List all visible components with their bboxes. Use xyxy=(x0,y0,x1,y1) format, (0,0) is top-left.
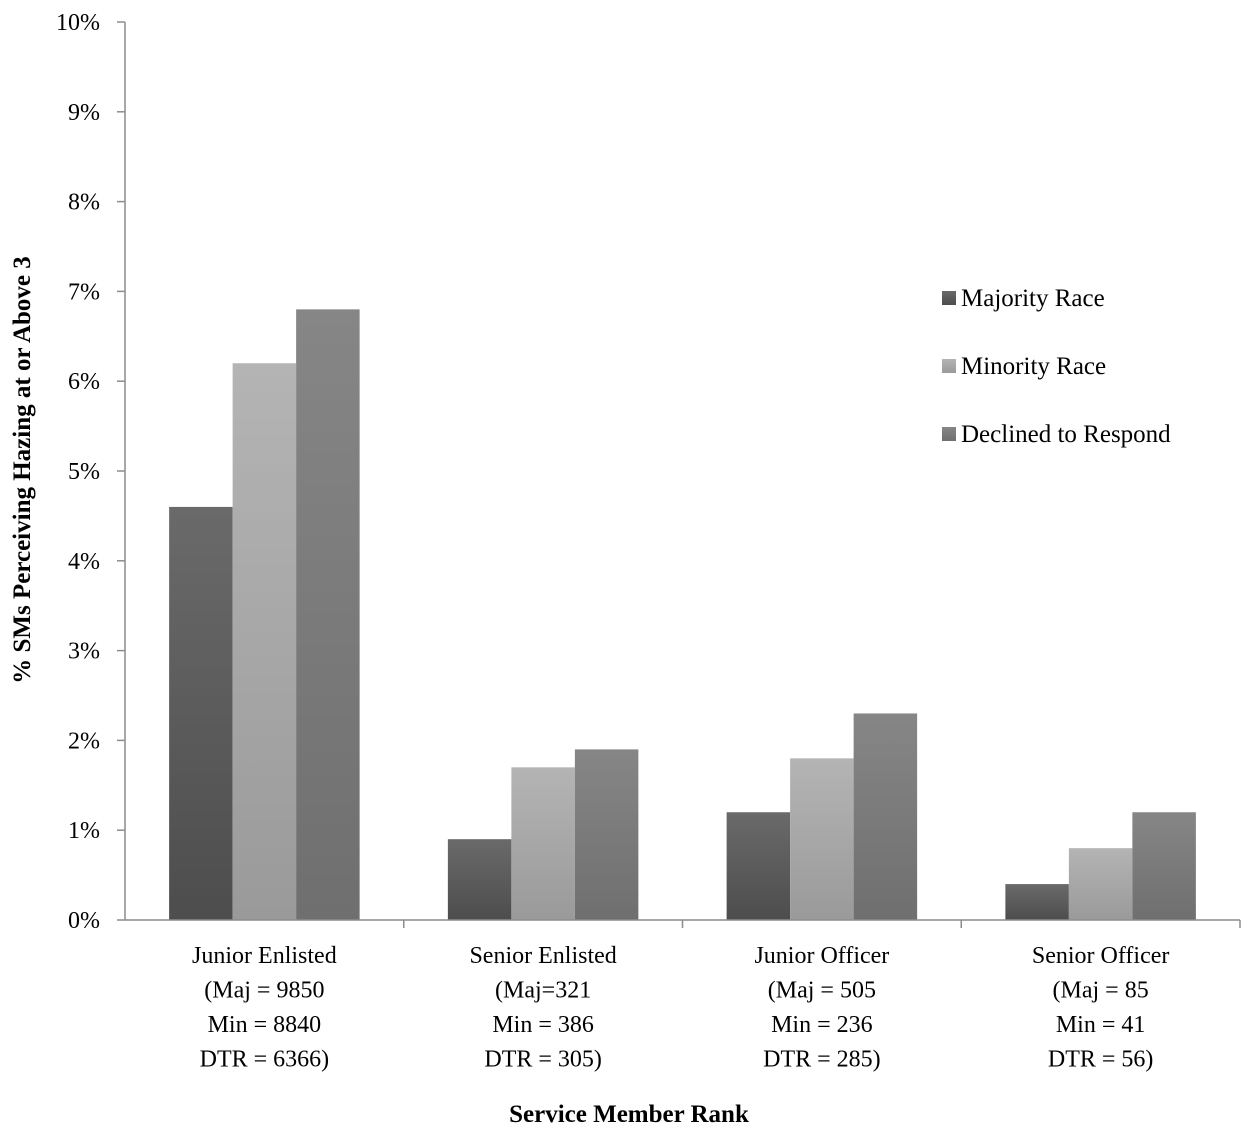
y-tick-label: 8% xyxy=(68,190,100,216)
bar xyxy=(1068,848,1133,920)
legend: Majority Race Minority Race Declined to Re… xyxy=(942,285,1171,448)
legend-label: Majority Race xyxy=(961,285,1105,312)
x-tick-label: (Maj = 9850 xyxy=(204,978,324,1004)
legend-swatch xyxy=(942,291,956,305)
y-tick-label: 3% xyxy=(68,639,100,665)
y-tick-label: 2% xyxy=(68,728,100,754)
x-tick-label: Senior Officer xyxy=(1032,943,1170,969)
y-tick-label: 9% xyxy=(68,100,100,126)
x-tick-label: Min = 41 xyxy=(1056,1012,1146,1038)
y-axis: 0% 1% 2% 3% 4% 5% 6% 7% 8% 9% 10% xyxy=(56,10,126,934)
legend-label: Minority Race xyxy=(961,353,1106,380)
x-tick-label: Min = 8840 xyxy=(208,1012,322,1038)
bar xyxy=(853,713,918,920)
y-tick-label: 7% xyxy=(68,279,100,305)
x-tick-label: (Maj = 505 xyxy=(768,978,876,1004)
x-axis-title: Service Member Rank xyxy=(509,1101,749,1127)
bar xyxy=(1005,884,1069,920)
y-tick-label: 0% xyxy=(68,908,100,934)
y-tick-label: 1% xyxy=(68,818,100,844)
bar xyxy=(447,839,512,920)
bar xyxy=(790,758,854,920)
x-tick-label: DTR = 305) xyxy=(484,1047,602,1073)
y-tick-label: 10% xyxy=(56,10,100,36)
x-tick-label: DTR = 285) xyxy=(763,1047,881,1073)
bar xyxy=(296,309,360,920)
bar xyxy=(1132,812,1196,920)
x-tick-label: Min = 236 xyxy=(771,1012,873,1038)
bar xyxy=(574,749,639,920)
x-tick-label: Junior Enlisted xyxy=(192,943,337,969)
x-tick-label: DTR = 6366) xyxy=(200,1047,330,1073)
y-axis-title: % SMs Perceiving Hazing at or Above 3 xyxy=(9,256,36,684)
x-axis: Junior Enlisted (Maj = 9850 Min = 8840 DTR … xyxy=(125,919,1241,1073)
x-tick-label: (Maj=321 xyxy=(495,978,591,1004)
x-tick-label: Senior Enlisted xyxy=(469,943,616,969)
x-tick-label: DTR = 56) xyxy=(1048,1047,1154,1073)
bar xyxy=(511,767,575,920)
x-tick-label: Min = 386 xyxy=(492,1012,594,1038)
x-tick-label: (Maj = 85 xyxy=(1053,978,1149,1004)
legend-label: Declined to Respond xyxy=(961,421,1171,448)
bar xyxy=(726,812,791,920)
legend-swatch xyxy=(942,359,956,373)
x-tick-label: Junior Officer xyxy=(754,943,889,969)
legend-swatch xyxy=(942,427,956,441)
bar xyxy=(232,363,297,920)
bar xyxy=(169,506,233,920)
y-tick-label: 6% xyxy=(68,369,100,395)
bars xyxy=(169,309,1196,920)
y-tick-label: 5% xyxy=(68,459,100,485)
y-tick-label: 4% xyxy=(68,549,100,575)
